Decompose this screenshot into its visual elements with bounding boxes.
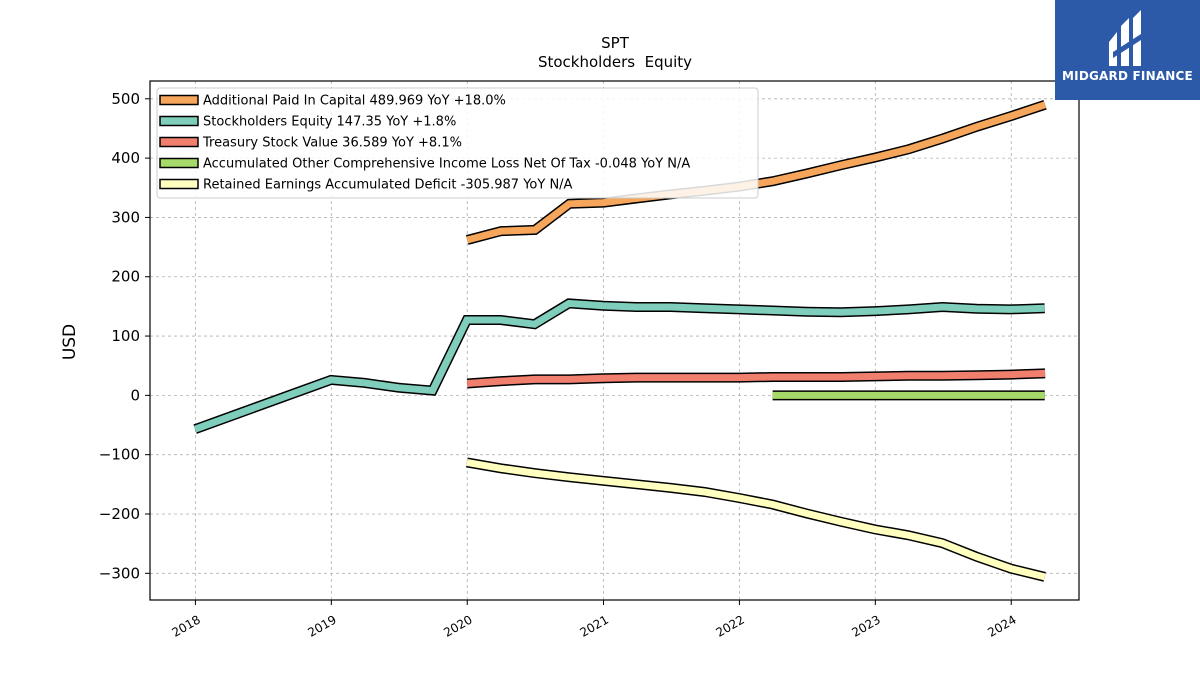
y-axis-label: USD (60, 324, 80, 360)
series-line-outline-1 (193, 298, 1045, 434)
legend-box (156, 87, 759, 199)
x-tick-label: 2021 (578, 612, 611, 639)
legend-label-4: Retained Earnings Accumulated Deficit -3… (203, 178, 573, 193)
x-tick-label: 2023 (849, 612, 882, 639)
chart-subtitle: Stockholders Equity (538, 53, 692, 71)
logo-text: MIDGARD FINANCE (1062, 69, 1193, 83)
plot-frame (149, 80, 1080, 601)
brand-logo: MIDGARD FINANCE (1055, 0, 1200, 100)
y-tick-label: 300 (111, 208, 140, 226)
legend-swatch-2 (159, 136, 199, 148)
legend-label-3: Accumulated Other Comprehensive Income L… (203, 157, 690, 172)
legend-swatch-3 (159, 157, 199, 169)
x-tick-label: 2024 (985, 612, 1018, 639)
series-line-4 (466, 458, 1046, 581)
legend-label-2: Treasury Stock Value 36.589 YoY +8.1% (202, 136, 462, 151)
y-axis-ticks: 500 400 300 200 100 0 −100 −200 −300 (99, 90, 150, 582)
y-tick-label: −200 (99, 505, 140, 523)
series-line-1 (193, 299, 1045, 433)
y-tick-label: 0 (130, 386, 140, 404)
y-tick-label: −100 (99, 446, 140, 464)
x-tick-label: 2022 (713, 612, 746, 639)
y-tick-label: 500 (111, 90, 140, 108)
legend: Additional Paid In Capital 489.969 YoY +… (156, 87, 759, 199)
legend-swatch-4 (159, 178, 199, 190)
y-tick-label: 400 (111, 149, 140, 167)
x-tick-label: 2018 (169, 612, 202, 639)
x-tick-label: 2019 (305, 612, 338, 639)
legend-label-0: Additional Paid In Capital 489.969 YoY +… (203, 94, 506, 109)
chart-title: SPT (601, 34, 630, 52)
x-axis-ticks: 2018 2019 2020 2021 2022 2023 2024 (169, 600, 1019, 640)
legend-label-1: Stockholders Equity 147.35 YoY +1.8% (203, 115, 456, 130)
midgard-finance-logo-icon (1109, 10, 1141, 66)
x-tick-label: 2020 (441, 612, 474, 639)
legend-swatch-1 (159, 115, 199, 127)
y-tick-label: 100 (111, 327, 140, 345)
series-line-2 (466, 369, 1046, 387)
y-tick-label: −300 (99, 564, 140, 582)
legend-swatch-0 (159, 94, 199, 106)
series-line-outline-4 (466, 457, 1046, 582)
y-tick-label: 200 (111, 268, 140, 286)
